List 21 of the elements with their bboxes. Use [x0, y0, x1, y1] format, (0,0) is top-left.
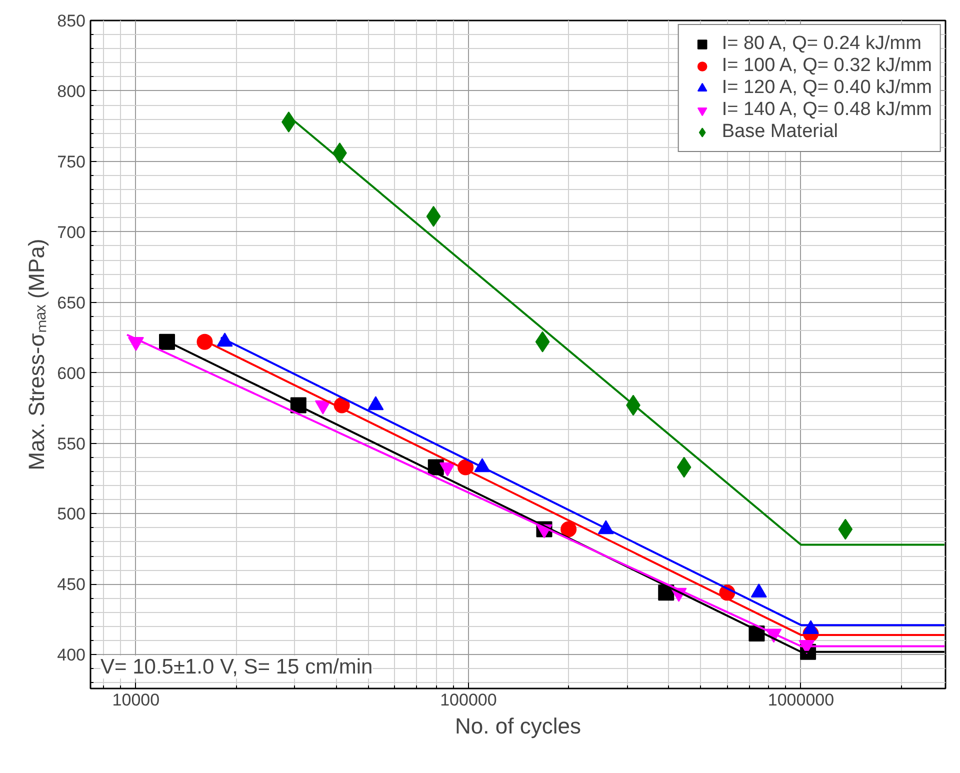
legend-label: I= 140 A, Q= 0.48 kJ/mm [722, 99, 932, 121]
legend-label: I= 120 A, Q= 0.40 kJ/mm [722, 77, 932, 99]
legend-label: Base Material [722, 121, 838, 143]
legend-label: I= 80 A, Q= 0.24 kJ/mm [722, 33, 922, 55]
y-tick-label: 750 [57, 152, 86, 172]
x-axis-title: No. of cycles [455, 714, 581, 738]
y-tick-label: 550 [57, 434, 86, 454]
x-tick-label: 1000000 [768, 690, 834, 710]
y-tick-label: 600 [57, 364, 86, 383]
annotation: V= 10.5±1.0 V, S= 15 cm/min [100, 656, 373, 678]
x-tick-label: 10000 [112, 690, 160, 710]
y-tick-label: 700 [57, 222, 86, 242]
y-axis-title: Max. Stress-σₘₐₓ (MPa) [24, 238, 50, 470]
y-tick-label: 800 [57, 82, 86, 101]
y-tick-label: 450 [57, 575, 86, 594]
y-tick-label: 850 [57, 12, 86, 30]
y-tick-label: 650 [57, 293, 86, 312]
y-tick-label: 500 [57, 504, 86, 524]
y-tick-label: 400 [57, 646, 86, 665]
x-tick-label: 100000 [440, 690, 497, 710]
legend-label: I= 100 A, Q= 0.32 kJ/mm [722, 55, 932, 77]
